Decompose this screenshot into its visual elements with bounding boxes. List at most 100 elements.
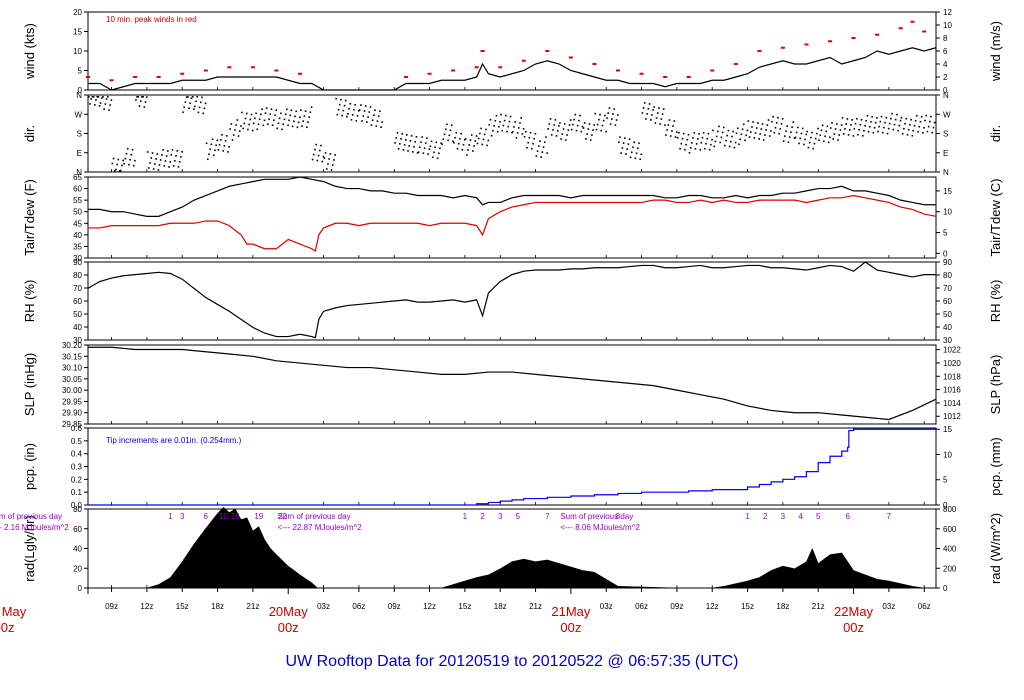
hour-tick-label: 06z bbox=[352, 602, 365, 611]
direction-point bbox=[719, 141, 722, 144]
direction-point bbox=[799, 137, 802, 140]
direction-point bbox=[713, 145, 716, 148]
direction-point bbox=[489, 118, 492, 121]
direction-point bbox=[790, 131, 792, 133]
direction-point bbox=[524, 130, 527, 133]
direction-point bbox=[547, 128, 549, 130]
direction-point bbox=[904, 122, 906, 125]
direction-point bbox=[184, 101, 187, 104]
direction-point bbox=[423, 147, 426, 149]
direction-point bbox=[693, 132, 696, 134]
direction-point bbox=[287, 124, 289, 127]
direction-point bbox=[362, 115, 365, 117]
hour-tick-label: 12z bbox=[140, 602, 153, 611]
direction-point bbox=[861, 134, 864, 137]
direction-point bbox=[463, 138, 466, 141]
direction-point bbox=[898, 124, 901, 127]
direction-point bbox=[448, 134, 451, 137]
direction-point bbox=[371, 119, 374, 121]
direction-point bbox=[142, 96, 144, 98]
direction-point bbox=[911, 134, 914, 137]
direction-point bbox=[316, 159, 319, 162]
direction-point bbox=[119, 169, 122, 172]
direction-point bbox=[732, 130, 734, 133]
direction-point bbox=[857, 133, 859, 136]
direction-point bbox=[550, 134, 553, 136]
direction-point bbox=[710, 143, 712, 146]
direction-point bbox=[635, 152, 638, 155]
direction-point bbox=[331, 164, 334, 166]
direction-point bbox=[321, 160, 323, 163]
pcp-left-tick-label: 0.5 bbox=[71, 437, 83, 446]
radiation-hour-mark: 7 bbox=[887, 512, 892, 521]
hour-tick-label: 15z bbox=[176, 602, 189, 611]
direction-point bbox=[405, 139, 407, 141]
direction-point bbox=[903, 127, 905, 130]
direction-point bbox=[599, 113, 601, 116]
direction-point bbox=[816, 132, 818, 135]
radiation-sum-value: <--- 22.87 MJoules/m^2 bbox=[278, 523, 363, 532]
direction-point bbox=[198, 106, 201, 109]
wind-right-tick-label: 8 bbox=[943, 34, 948, 43]
direction-point bbox=[110, 99, 113, 101]
direction-point bbox=[651, 114, 653, 116]
direction-point bbox=[244, 117, 247, 120]
direction-point bbox=[236, 119, 239, 121]
direction-point bbox=[874, 121, 877, 124]
direction-point bbox=[302, 120, 304, 122]
direction-point bbox=[725, 139, 727, 142]
direction-point bbox=[347, 112, 349, 115]
direction-point bbox=[301, 125, 303, 127]
direction-point bbox=[913, 124, 916, 127]
direction-point bbox=[568, 124, 571, 126]
direction-point bbox=[420, 141, 422, 143]
direction-point bbox=[496, 130, 499, 133]
direction-point bbox=[294, 115, 296, 118]
direction-point bbox=[422, 152, 425, 154]
direction-point bbox=[929, 120, 931, 123]
direction-point bbox=[860, 118, 863, 121]
rad-right-tick-label: 800 bbox=[943, 505, 957, 514]
direction-point bbox=[323, 157, 326, 159]
direction-point bbox=[757, 122, 759, 124]
radiation-hour-mark: 7 bbox=[545, 512, 550, 521]
direction-point bbox=[923, 126, 925, 129]
direction-point bbox=[324, 152, 327, 154]
direction-point bbox=[242, 127, 244, 130]
direction-point bbox=[96, 96, 98, 98]
wind-gust-point bbox=[804, 43, 809, 46]
direction-point bbox=[290, 109, 293, 112]
direction-point bbox=[494, 119, 497, 122]
radiation-hour-mark: 1 bbox=[168, 512, 173, 521]
direction-point bbox=[765, 129, 767, 131]
wind-gust-point bbox=[427, 72, 432, 75]
direction-point bbox=[931, 131, 934, 134]
direction-point bbox=[678, 131, 680, 134]
radiation-area bbox=[146, 506, 319, 589]
direction-point bbox=[203, 107, 206, 110]
direction-point bbox=[604, 114, 606, 117]
temp-right-tick-label: 15 bbox=[943, 187, 952, 196]
direction-point bbox=[717, 130, 719, 133]
direction-point bbox=[337, 108, 340, 111]
direction-point bbox=[586, 133, 588, 135]
rad-right-label: rad (W/m^2) bbox=[988, 513, 1003, 584]
direction-point bbox=[469, 139, 472, 141]
direction-point bbox=[839, 129, 842, 131]
direction-point bbox=[567, 129, 570, 131]
temp-left-label: Tair/Tdew (F) bbox=[22, 179, 37, 256]
slp-left-tick-label: 29.90 bbox=[62, 409, 83, 418]
direction-point bbox=[554, 119, 557, 121]
wind-gust-point bbox=[498, 66, 503, 69]
direction-point bbox=[780, 122, 783, 125]
hour-tick-label: 03z bbox=[882, 602, 895, 611]
direction-point bbox=[99, 102, 102, 104]
rad-left-tick-label: 60 bbox=[73, 525, 82, 534]
direction-point bbox=[701, 136, 704, 139]
slp-right-tick-label: 1022 bbox=[943, 346, 961, 355]
direction-point bbox=[329, 153, 332, 155]
direction-point bbox=[720, 136, 723, 139]
direction-point bbox=[520, 117, 522, 119]
direction-point bbox=[847, 134, 850, 136]
direction-point bbox=[249, 118, 252, 121]
